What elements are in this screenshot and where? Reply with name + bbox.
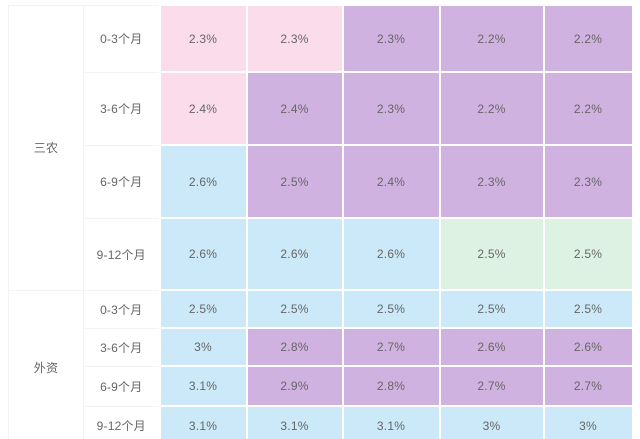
value-cell: 2.5%	[245, 289, 344, 329]
value-cell: 2.3%	[341, 4, 441, 73]
value-cell: 3%	[158, 327, 248, 367]
table-row: 6-9个月 2.6% 2.5% 2.4% 2.3% 2.3%	[9, 144, 634, 219]
value-cell: 2.4%	[341, 144, 441, 219]
value-cell: 2.9%	[245, 365, 344, 407]
value-cell: 2.5%	[542, 217, 634, 291]
month-cell: 0-3个月	[83, 289, 160, 329]
value-cell: 2.5%	[438, 217, 545, 291]
value-cell: 2.6%	[438, 327, 545, 367]
month-cell: 6-9个月	[83, 365, 160, 407]
value-cell: 2.6%	[158, 144, 248, 219]
value-cell: 2.5%	[542, 289, 634, 329]
value-cell: 2.2%	[438, 71, 545, 146]
value-cell: 2.4%	[158, 71, 248, 146]
group-cell: 三农	[8, 4, 84, 291]
value-cell: 3.1%	[158, 405, 248, 439]
value-cell: 2.3%	[245, 4, 344, 73]
value-cell: 2.3%	[438, 144, 545, 219]
value-cell: 2.3%	[158, 4, 248, 73]
value-cell: 2.7%	[438, 365, 545, 407]
value-cell: 2.4%	[245, 71, 344, 146]
value-cell: 2.2%	[438, 4, 545, 73]
value-cell: 2.5%	[158, 289, 248, 329]
value-cell: 2.6%	[245, 217, 344, 291]
value-cell: 2.3%	[542, 144, 634, 219]
value-cell: 3%	[542, 405, 634, 439]
value-cell: 2.6%	[158, 217, 248, 291]
value-cell: 2.5%	[245, 144, 344, 219]
value-cell: 2.5%	[438, 289, 545, 329]
table-row: 3-6个月 3% 2.8% 2.7% 2.6% 2.6%	[9, 327, 634, 367]
value-cell: 2.3%	[341, 71, 441, 146]
value-cell: 3%	[438, 405, 545, 439]
value-cell: 2.7%	[542, 365, 634, 407]
value-cell: 2.6%	[341, 217, 441, 291]
value-cell: 2.2%	[542, 71, 634, 146]
value-cell: 3.1%	[341, 405, 441, 439]
value-cell: 3.1%	[158, 365, 248, 407]
group-cell: 外资	[8, 289, 84, 439]
month-cell: 0-3个月	[83, 4, 160, 73]
month-cell: 9-12个月	[83, 217, 160, 291]
table-row: 6-9个月 3.1% 2.9% 2.8% 2.7% 2.7%	[9, 365, 634, 407]
table-row: 9-12个月 2.6% 2.6% 2.6% 2.5% 2.5%	[9, 217, 634, 291]
value-cell: 2.6%	[542, 327, 634, 367]
month-cell: 6-9个月	[83, 144, 160, 219]
value-cell: 3.1%	[245, 405, 344, 439]
value-cell: 2.8%	[341, 365, 441, 407]
rate-table: 三农 0-3个月 2.3% 2.3% 2.3% 2.2% 2.2% 3-6个月 …	[8, 4, 634, 439]
value-cell: 2.7%	[341, 327, 441, 367]
value-cell: 2.5%	[341, 289, 441, 329]
table-row: 外资 0-3个月 2.5% 2.5% 2.5% 2.5% 2.5%	[8, 289, 634, 439]
month-cell: 9-12个月	[83, 405, 160, 439]
value-cell: 2.2%	[542, 4, 634, 73]
table-row: 3-6个月 2.4% 2.4% 2.3% 2.2% 2.2%	[9, 71, 634, 146]
table-row: 9-12个月 3.1% 3.1% 3.1% 3% 3%	[9, 405, 634, 439]
month-cell: 3-6个月	[83, 327, 160, 367]
value-cell: 2.8%	[245, 327, 344, 367]
table-row: 三农 0-3个月 2.3% 2.3% 2.3% 2.2% 2.2%	[8, 4, 634, 291]
month-cell: 3-6个月	[83, 71, 160, 146]
